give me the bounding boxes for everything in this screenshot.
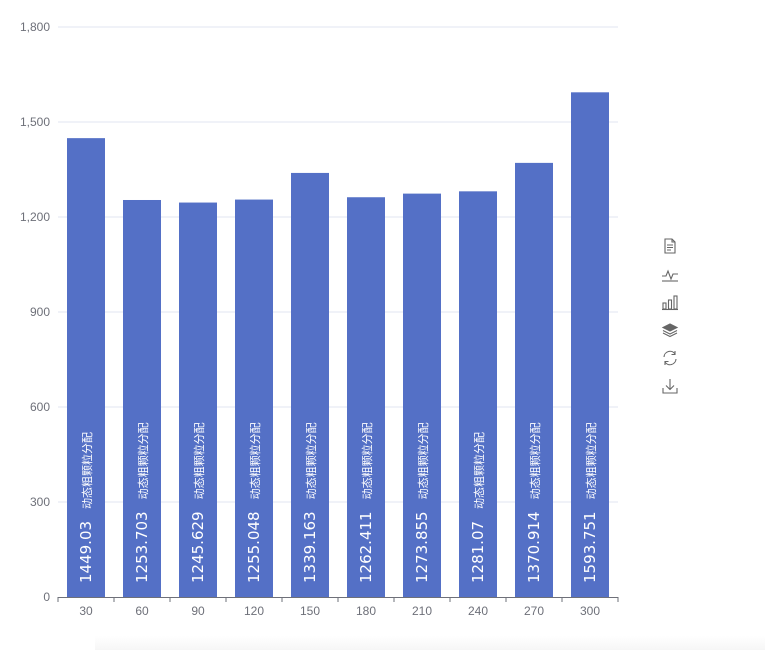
- x-tick-label: 120: [244, 604, 264, 618]
- bar-value-label: 1339.163: [301, 511, 319, 583]
- bar-value-label: 1593.751: [581, 511, 599, 583]
- x-tick-label: 90: [191, 604, 205, 618]
- bar-value-label: 1370.914: [525, 511, 543, 583]
- download-icon[interactable]: [660, 376, 680, 396]
- x-tick-label: 60: [135, 604, 149, 618]
- bar[interactable]: [403, 193, 441, 597]
- y-tick-label: 1,500: [20, 115, 50, 129]
- bar-value-label: 1449.03: [77, 521, 95, 583]
- x-tick-label: 30: [79, 604, 93, 618]
- bar-series-label: 动态粗颗粒分配: [528, 422, 542, 499]
- y-tick-label: 900: [30, 305, 50, 319]
- x-tick-label: 150: [300, 604, 320, 618]
- bar-series-label: 动态粗颗粒分配: [80, 432, 94, 509]
- x-axis: 30 60 90 120 150 180 210 240 270 300: [57, 597, 619, 618]
- x-tick-label: 270: [524, 604, 544, 618]
- bar[interactable]: [235, 199, 273, 598]
- bar-series-label: 动态粗颗粒分配: [416, 422, 430, 499]
- bar-series-label: 动态粗颗粒分配: [192, 422, 206, 499]
- bar-value-label: 1253.703: [133, 511, 151, 583]
- bar-value-label: 1262.411: [357, 511, 375, 583]
- y-axis: 0 300 600 900 1,200 1,500 1,800: [20, 20, 50, 604]
- bar-data-label: 1370.914 动态粗颗粒分配: [525, 422, 543, 583]
- bar-value-label: 1273.855: [413, 511, 431, 583]
- bar[interactable]: [291, 172, 329, 598]
- bar[interactable]: [515, 162, 553, 597]
- bar-value-label: 1245.629: [189, 511, 207, 583]
- bar-data-label: 1449.03 动态粗颗粒分配: [77, 432, 95, 583]
- bar-data-label: 1339.163 动态粗颗粒分配: [301, 422, 319, 583]
- data-view-icon[interactable]: [660, 236, 680, 256]
- bar-series-label: 动态粗颗粒分配: [472, 432, 486, 509]
- stack-icon[interactable]: [660, 320, 680, 340]
- y-tick-label: 1,200: [20, 210, 50, 224]
- bar-data-label: 1253.703 动态粗颗粒分配: [133, 422, 151, 583]
- x-tick-label: 210: [412, 604, 432, 618]
- bar-series-label: 动态粗颗粒分配: [584, 422, 598, 499]
- x-tick-label: 240: [468, 604, 488, 618]
- bars: 1449.03 动态粗颗粒分配 1253.703 动态粗颗粒分配 1245.629 动态粗…: [67, 92, 609, 598]
- line-chart-icon[interactable]: [660, 264, 680, 284]
- bar-series-label: 动态粗颗粒分配: [360, 422, 374, 499]
- bar-chart-icon[interactable]: [660, 292, 680, 312]
- restore-icon[interactable]: [660, 348, 680, 368]
- bar-data-label: 1281.07 动态粗颗粒分配: [469, 432, 487, 583]
- bar[interactable]: [347, 197, 385, 597]
- bar-series-label: 动态粗颗粒分配: [136, 422, 150, 499]
- bar[interactable]: [67, 138, 105, 597]
- bar-value-label: 1281.07: [469, 521, 487, 583]
- bar-data-label: 1262.411 动态粗颗粒分配: [357, 422, 375, 583]
- y-tick-label: 1,800: [20, 20, 50, 34]
- x-tick-label: 180: [356, 604, 376, 618]
- bar-series-label: 动态粗颗粒分配: [304, 422, 318, 499]
- chart-toolbox: [660, 236, 688, 404]
- bar-data-label: 1255.048 动态粗颗粒分配: [245, 422, 263, 583]
- bar[interactable]: [179, 202, 217, 597]
- y-tick-label: 300: [30, 495, 50, 509]
- bar[interactable]: [571, 92, 609, 597]
- bar-data-label: 1593.751 动态粗颗粒分配: [581, 422, 599, 583]
- bar[interactable]: [459, 191, 497, 598]
- bar[interactable]: [123, 199, 161, 597]
- bar-data-label: 1273.855 动态粗颗粒分配: [413, 422, 431, 583]
- bar-series-label: 动态粗颗粒分配: [248, 422, 262, 499]
- bar-data-label: 1245.629 动态粗颗粒分配: [189, 422, 207, 583]
- bar-value-label: 1255.048: [245, 511, 263, 583]
- y-tick-label: 600: [30, 400, 50, 414]
- y-tick-label: 0: [43, 590, 50, 604]
- x-tick-label: 300: [580, 604, 600, 618]
- footer-strip: [95, 636, 765, 650]
